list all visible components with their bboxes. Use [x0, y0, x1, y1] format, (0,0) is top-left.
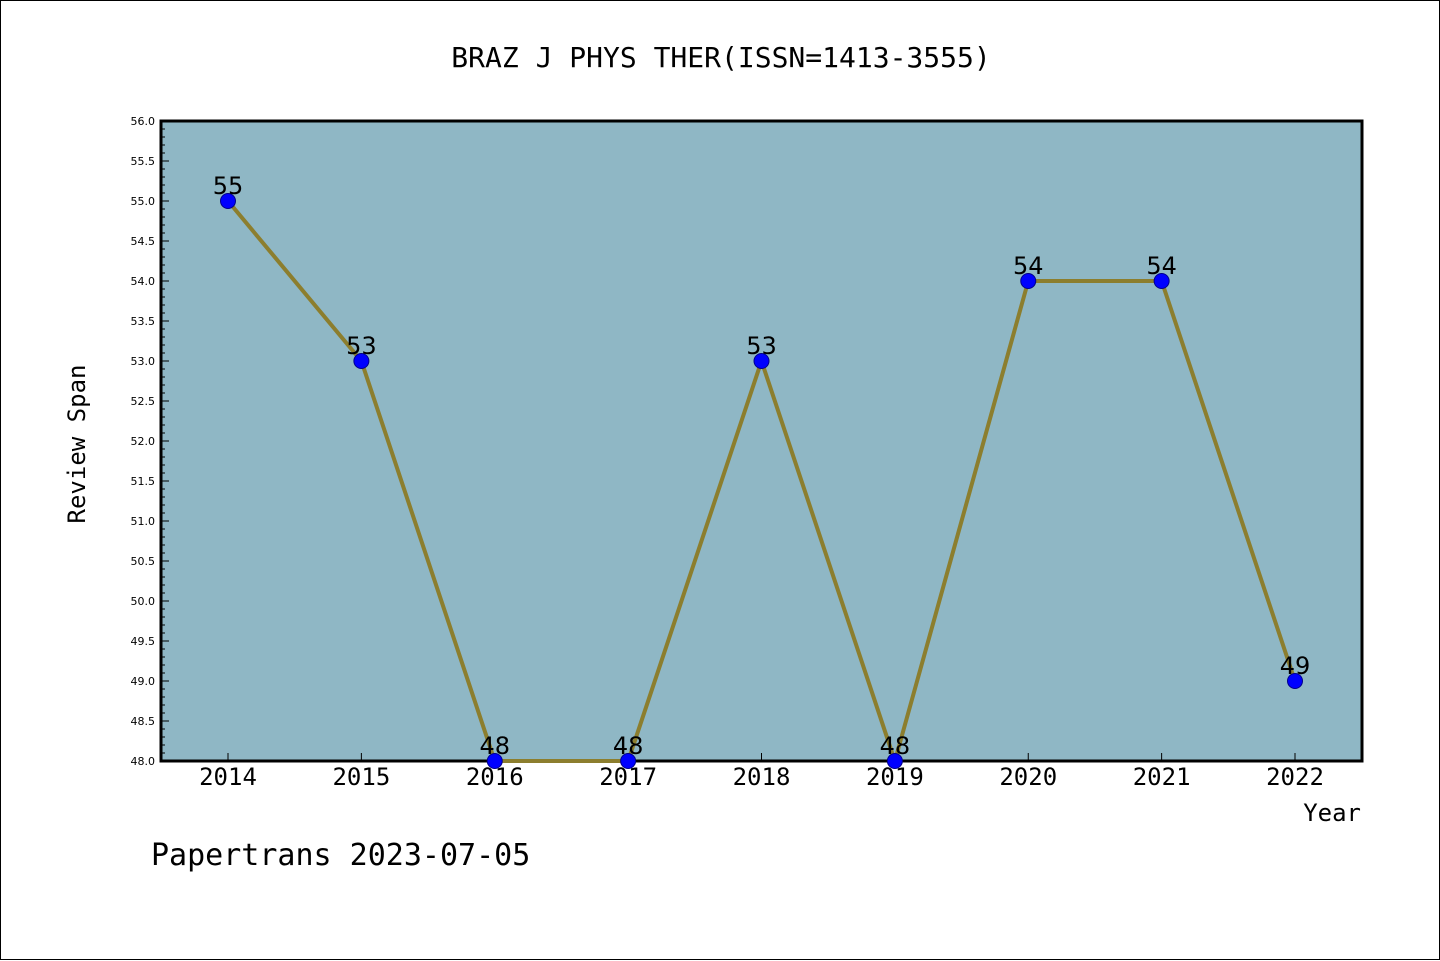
data-label: 53: [346, 332, 377, 360]
data-label: 49: [1280, 652, 1311, 680]
y-tick-label: 51.0: [131, 515, 156, 528]
x-tick-label: 2018: [733, 763, 791, 791]
y-tick-label: 56.0: [131, 115, 156, 128]
y-tick-label: 54.5: [131, 235, 156, 248]
y-tick-label: 52.0: [131, 435, 156, 448]
chart-title: BRAZ J PHYS THER(ISSN=1413-3555): [451, 41, 990, 74]
y-tick-label: 50.0: [131, 595, 156, 608]
data-label: 54: [1146, 252, 1177, 280]
y-tick-label: 55.5: [131, 155, 156, 168]
y-tick-label: 49.5: [131, 635, 156, 648]
data-label: 54: [1013, 252, 1044, 280]
y-tick-label: 53.5: [131, 315, 156, 328]
data-label: 53: [746, 332, 777, 360]
data-label: 48: [613, 732, 644, 760]
y-tick-label: 49.0: [131, 675, 156, 688]
x-tick-label: 2022: [1266, 763, 1324, 791]
y-tick-label: 51.5: [131, 475, 156, 488]
y-tick-label: 53.0: [131, 355, 156, 368]
x-tick-label: 2021: [1133, 763, 1191, 791]
y-tick-label: 48.5: [131, 715, 156, 728]
x-tick-label: 2020: [999, 763, 1057, 791]
y-tick-label: 52.5: [131, 395, 156, 408]
data-label: 48: [479, 732, 510, 760]
y-tick-label: 50.5: [131, 555, 156, 568]
y-axis-label: Review Span: [63, 365, 91, 524]
x-axis-label: Year: [1303, 799, 1361, 827]
x-tick-label: 2015: [332, 763, 390, 791]
data-label: 48: [880, 732, 911, 760]
y-tick-label: 48.0: [131, 755, 156, 768]
plot-area: [161, 121, 1362, 761]
y-tick-label: 55.0: [131, 195, 156, 208]
data-label: 55: [213, 172, 244, 200]
y-tick-label: 54.0: [131, 275, 156, 288]
footer-note: Papertrans 2023-07-05: [151, 838, 530, 873]
x-tick-label: 2014: [199, 763, 257, 791]
